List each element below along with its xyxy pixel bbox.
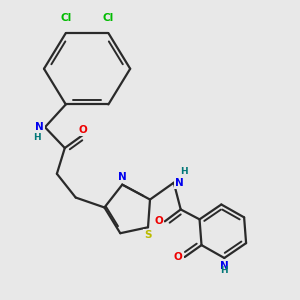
Text: S: S (144, 230, 152, 240)
Text: O: O (154, 216, 163, 226)
Text: O: O (78, 125, 87, 135)
Text: N: N (35, 122, 44, 132)
Text: H: H (180, 167, 188, 176)
Text: Cl: Cl (103, 13, 114, 23)
Text: N: N (220, 261, 229, 271)
Text: N: N (118, 172, 127, 182)
Text: H: H (33, 133, 41, 142)
Text: H: H (220, 266, 228, 275)
Text: O: O (174, 252, 183, 262)
Text: N: N (175, 178, 184, 188)
Text: Cl: Cl (60, 13, 71, 23)
